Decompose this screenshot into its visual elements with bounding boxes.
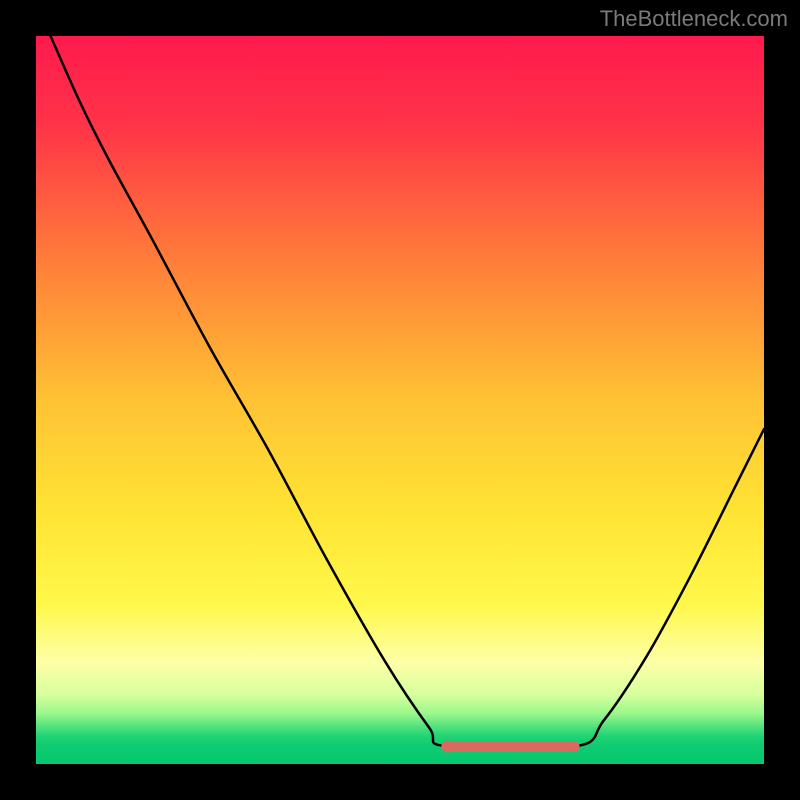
bottleneck-chart xyxy=(36,36,764,764)
attribution-text: TheBottleneck.com xyxy=(600,6,788,32)
bottleneck-curve xyxy=(36,36,764,764)
